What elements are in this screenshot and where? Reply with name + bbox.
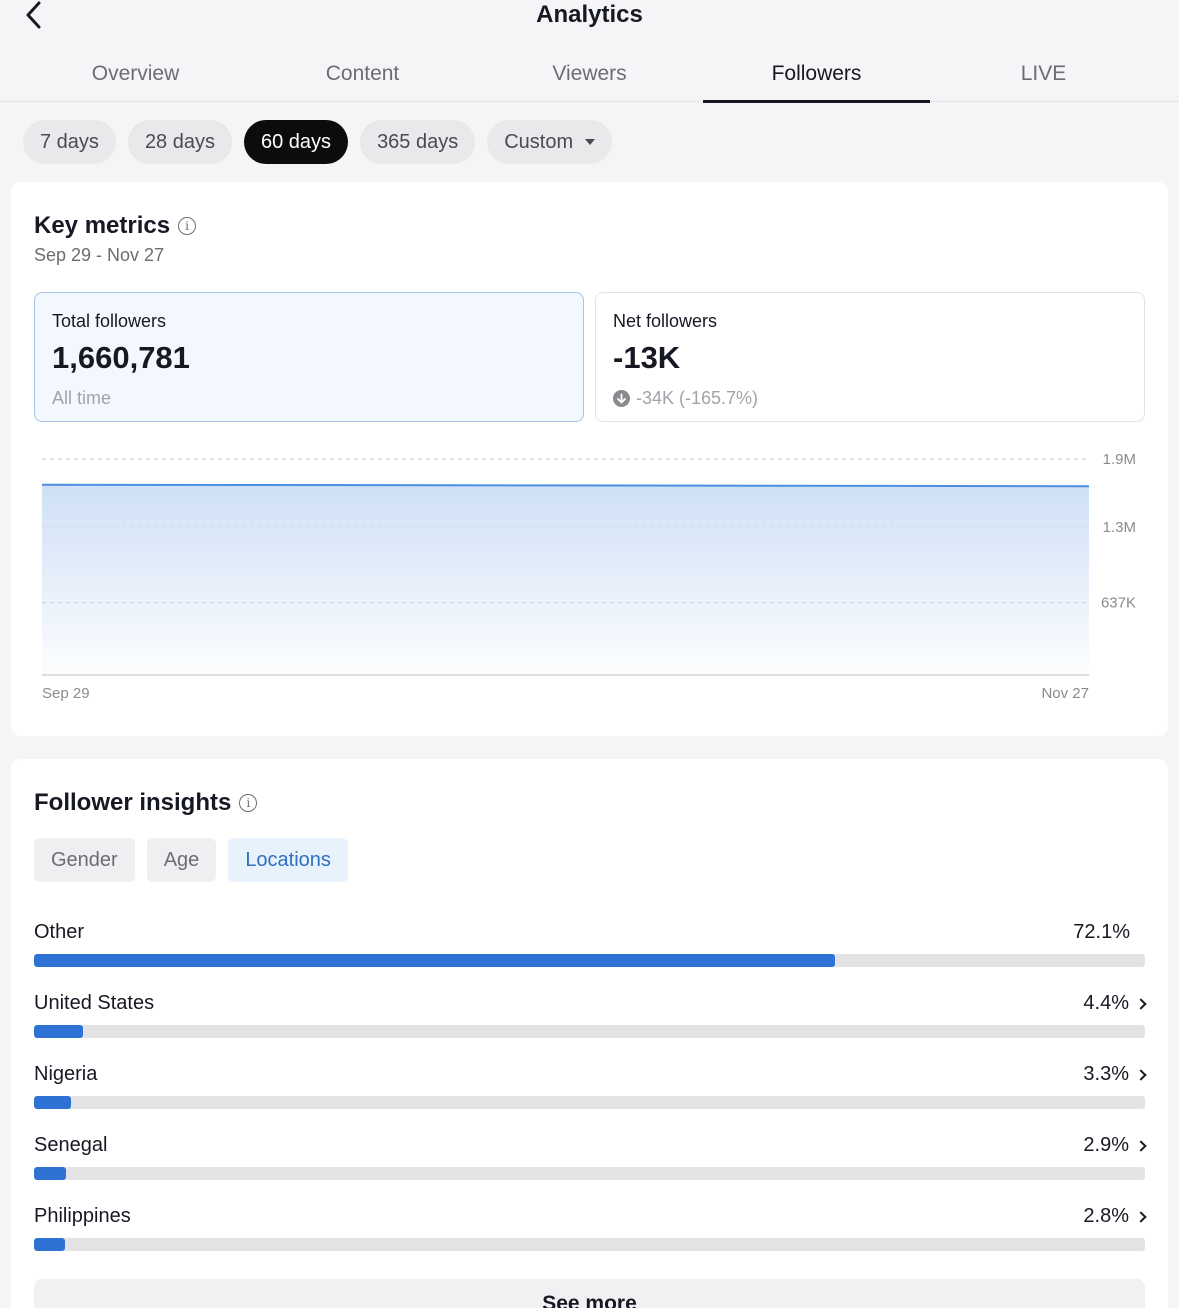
range-label: Custom (504, 131, 574, 153)
tab-viewers[interactable]: Viewers (552, 62, 627, 85)
range-label: 60 days (261, 131, 332, 153)
analytics-tabs: Overview Content Viewers Followers LIVE (0, 48, 1179, 103)
range-label: 365 days (377, 131, 459, 153)
date-range-label: Sep 29 - Nov 27 (34, 245, 165, 265)
metric-label: Total followers (52, 311, 167, 331)
sub-tab-age[interactable]: Age (146, 838, 217, 882)
chevron-right-icon (1135, 1139, 1147, 1152)
total-followers-metric[interactable]: Total followers 1,660,781 All time (34, 292, 584, 422)
location-bar-fill (34, 1025, 83, 1038)
location-bar-fill (34, 1167, 67, 1180)
location-percent: 72.1% (1073, 921, 1130, 944)
tab-followers[interactable]: Followers (703, 48, 930, 103)
series-line (41, 483, 1090, 488)
location-name: Senegal (34, 1134, 108, 1156)
percent-label: 4.4% (1083, 992, 1129, 1014)
follower-insights-heading: Follower insights i (34, 789, 258, 817)
page-title: Analytics (536, 1, 643, 28)
followers-chart: 1.9M 1.3M 637K Sep 29 Nov 27 (11, 442, 1168, 712)
insight-sub-tabs: Gender Age Locations (34, 838, 348, 882)
range-label: 7 days (40, 131, 99, 153)
location-row-united-states[interactable]: United States 4.4% (34, 990, 1147, 1061)
range-label: 28 days (144, 131, 215, 153)
location-bar-fill (34, 1096, 71, 1109)
sub-tab-locations[interactable]: Locations (228, 838, 348, 882)
range-custom-dropdown[interactable]: Custom (487, 120, 613, 164)
follower-insights-title: Follower insights (34, 789, 232, 816)
percent-label: 2.9% (1083, 1134, 1129, 1156)
net-followers-metric[interactable]: Net followers -13K -34K (-165.7%) (595, 292, 1145, 422)
top-bar: Analytics (0, 0, 1179, 40)
x-tick-label: Nov 27 (1041, 685, 1089, 702)
location-bar-fill (34, 954, 836, 967)
location-name: Philippines (34, 1205, 131, 1227)
y-tick-label: 1.3M (1103, 519, 1136, 536)
tab-overview[interactable]: Overview (91, 62, 180, 85)
metric-subtext: All time (52, 388, 112, 408)
key-metrics-card: Key metrics i Sep 29 - Nov 27 Total foll… (11, 182, 1168, 736)
range-60-days[interactable]: 60 days (244, 120, 349, 164)
chevron-right-icon (1135, 1068, 1147, 1081)
sub-tab-gender[interactable]: Gender (34, 838, 135, 882)
caret-down-icon (585, 139, 596, 145)
location-bar-track (34, 1025, 1145, 1038)
y-tick-label: 637K (1101, 595, 1136, 612)
location-percent: 2.9% (1083, 1134, 1147, 1157)
chevron-right-icon (1135, 1210, 1147, 1223)
metric-value: -13K (613, 340, 681, 375)
change-value: -34K (-165.7%) (636, 388, 759, 408)
location-name: United States (34, 992, 155, 1014)
date-range-chips: 7 days 28 days 60 days 365 days Custom (23, 120, 613, 164)
location-row-philippines[interactable]: Philippines 2.8% (34, 1203, 1147, 1274)
location-bar-track (34, 954, 1145, 967)
follower-insights-card: Follower insights i Gender Age Locations… (11, 759, 1168, 1308)
area-fill (42, 484, 1089, 675)
locations-list: Other 72.1% United States 4.4% Nigeria 3… (34, 919, 1147, 1274)
see-more-button[interactable]: See more (34, 1279, 1145, 1308)
location-row-senegal[interactable]: Senegal 2.9% (34, 1132, 1147, 1203)
location-bar-track (34, 1238, 1145, 1251)
location-bar-fill (34, 1238, 66, 1251)
chevron-right-icon (1135, 997, 1147, 1010)
range-28-days[interactable]: 28 days (127, 120, 232, 164)
metric-label: Net followers (613, 311, 718, 331)
tab-content[interactable]: Content (325, 62, 400, 85)
key-metrics-heading: Key metrics i (34, 212, 197, 240)
key-metrics-title: Key metrics (34, 212, 171, 239)
arrow-down-circle-icon (613, 390, 630, 407)
location-name: Nigeria (34, 1063, 98, 1085)
range-7-days[interactable]: 7 days (23, 120, 116, 164)
info-icon[interactable]: i (178, 217, 197, 235)
followers-area-chart: 1.9M 1.3M 637K Sep 29 Nov 27 (41, 451, 1136, 702)
location-percent: 4.4% (1083, 992, 1147, 1015)
metric-change: -34K (-165.7%) (613, 388, 1127, 409)
location-bar-track (34, 1096, 1145, 1109)
location-bar-track (34, 1167, 1145, 1180)
percent-label: 72.1% (1073, 921, 1130, 943)
location-percent: 2.8% (1083, 1205, 1147, 1228)
percent-label: 3.3% (1083, 1063, 1129, 1085)
location-row-nigeria[interactable]: Nigeria 3.3% (34, 1061, 1147, 1132)
percent-label: 2.8% (1083, 1205, 1129, 1227)
x-tick-label: Sep 29 (42, 685, 90, 702)
back-button[interactable] (18, 0, 48, 30)
location-row-other: Other 72.1% (34, 919, 1145, 990)
location-percent: 3.3% (1083, 1063, 1147, 1086)
metric-value: 1,660,781 (52, 340, 190, 375)
range-365-days[interactable]: 365 days (360, 120, 476, 164)
chevron-left-icon (26, 1, 41, 29)
location-name: Other (34, 921, 85, 943)
info-icon[interactable]: i (239, 794, 258, 812)
tab-live[interactable]: LIVE (1020, 62, 1067, 85)
y-tick-label: 1.9M (1103, 451, 1136, 468)
